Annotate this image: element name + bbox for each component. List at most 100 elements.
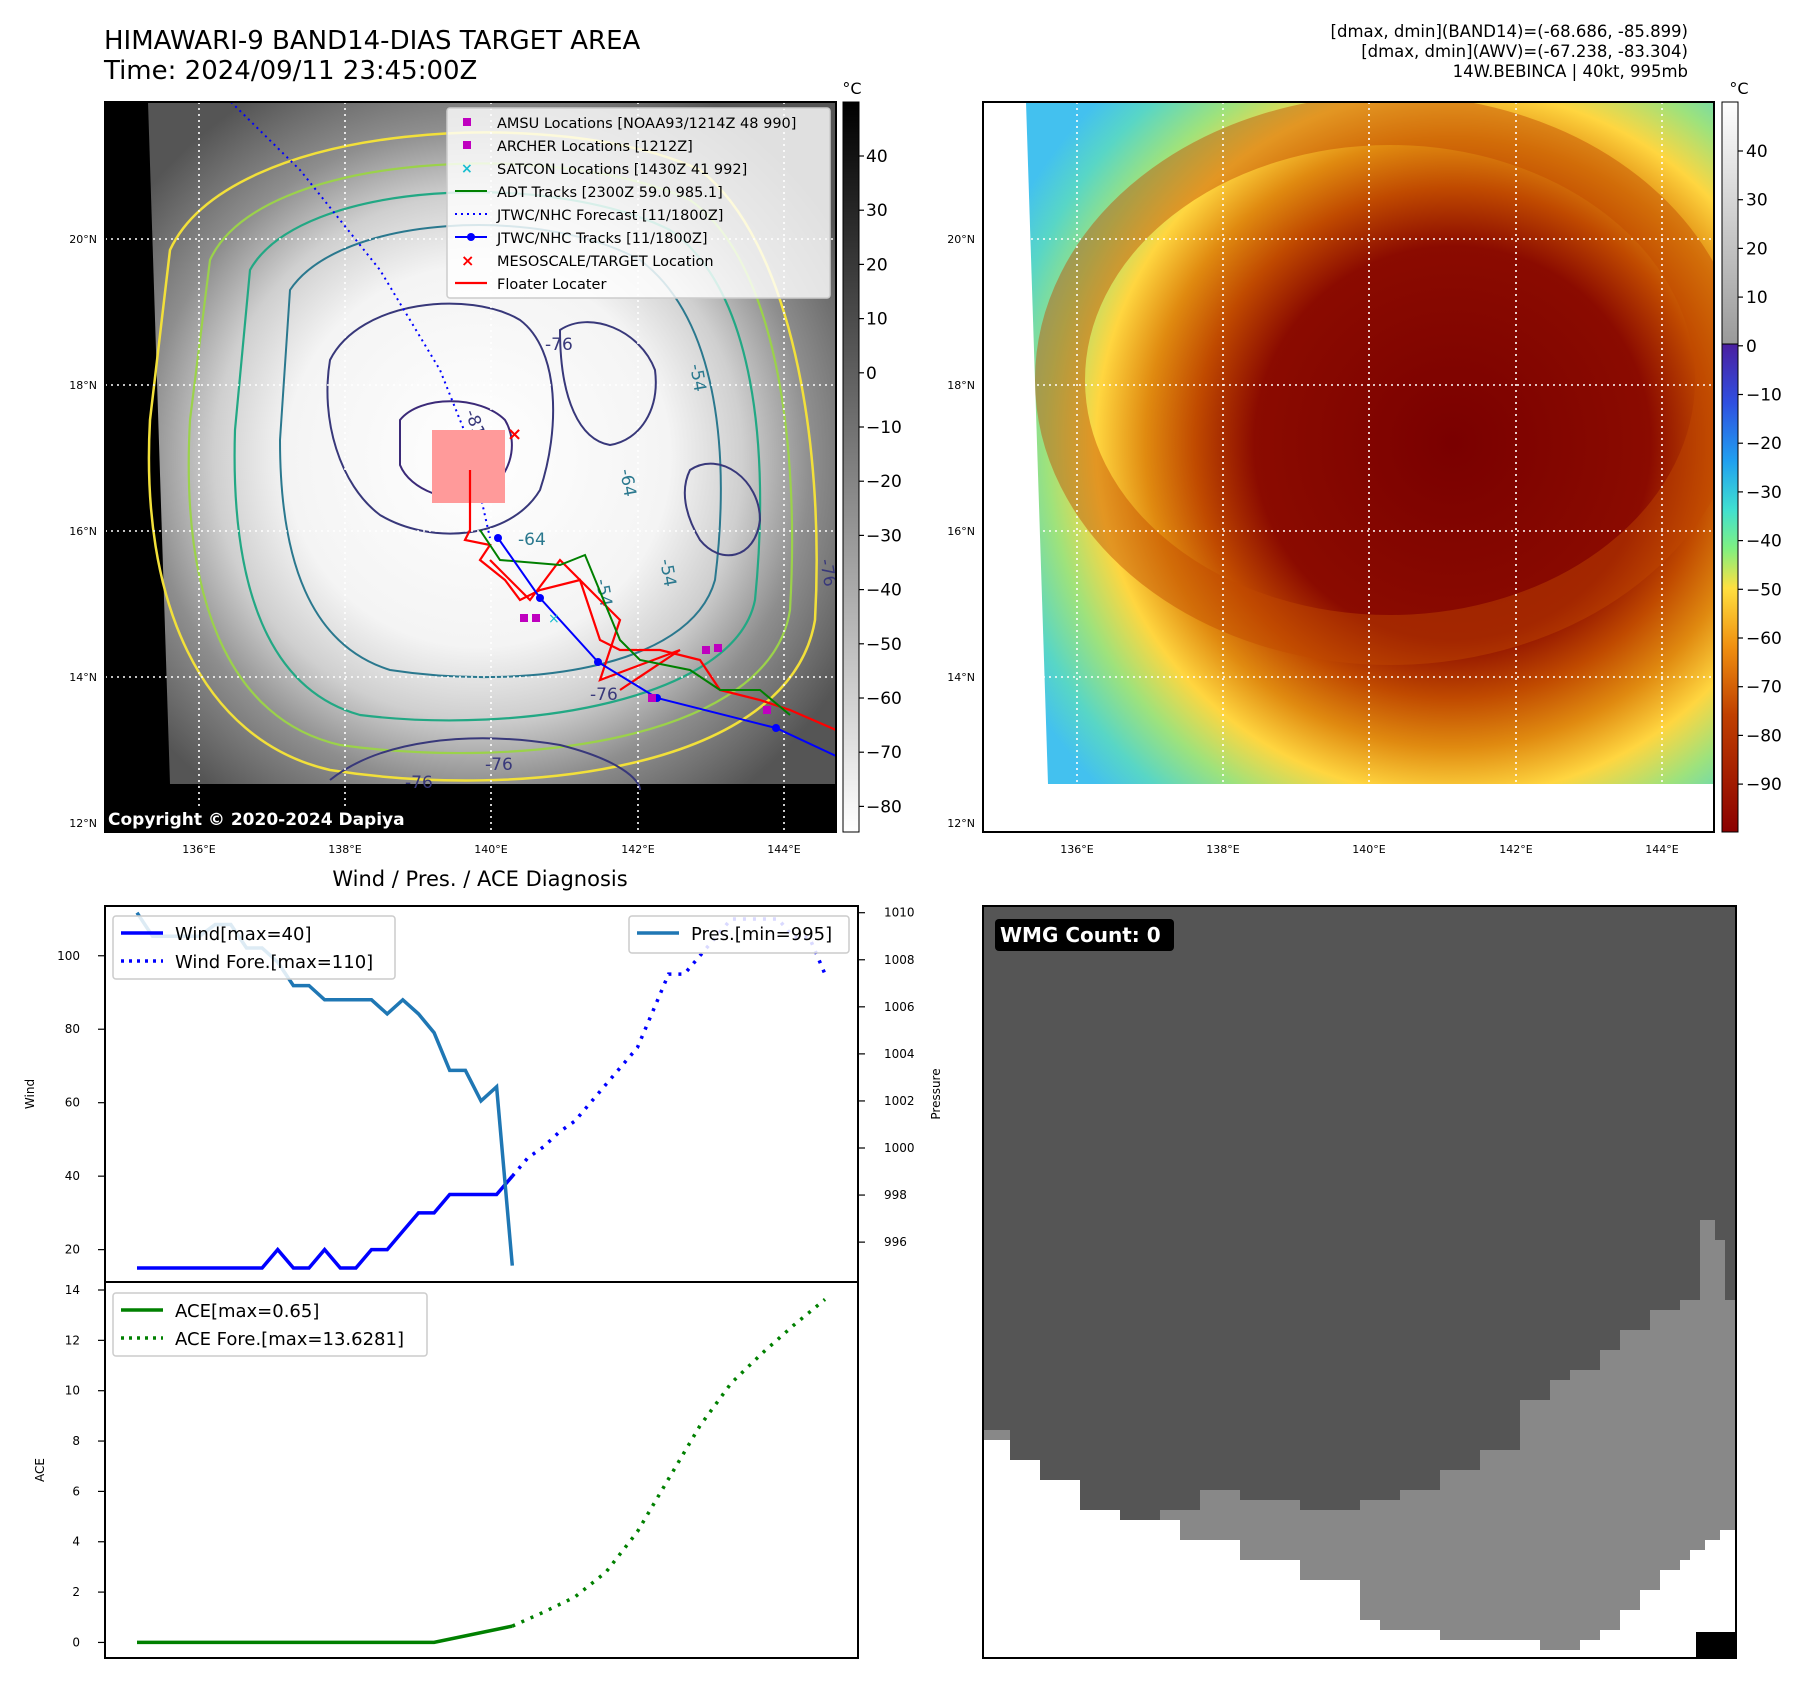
left-colorbar-tick: 30 <box>866 201 888 221</box>
satcon-marker: × <box>548 611 560 627</box>
ace-tick: 12 <box>65 1333 80 1347</box>
lat-label: 14°N <box>69 671 97 684</box>
legend-amsu-icon <box>463 118 471 126</box>
ace-tick: 0 <box>72 1635 80 1649</box>
right-map-ir-image <box>1026 102 1714 784</box>
ace-ylabel: ACE <box>33 1458 47 1482</box>
jtwc-track-point <box>772 724 780 732</box>
lat-label: 14°N <box>947 671 975 684</box>
right-colorbar-bottom <box>1721 343 1739 833</box>
archer-marker <box>702 646 710 654</box>
wind-tick: 40 <box>65 1169 80 1183</box>
right-colorbar-tick: −10 <box>1746 386 1782 406</box>
contour-label: -76 <box>545 335 573 355</box>
right-colorbar-tick: −70 <box>1746 678 1782 698</box>
legend-forecast: JTWC/NHC Forecast [11/1800Z] <box>496 208 723 224</box>
diagnosis-series <box>135 911 827 1645</box>
ace-tick: 14 <box>65 1283 80 1297</box>
pressure-tick: 996 <box>884 1235 907 1249</box>
wmg-count-label: WMG Count: 0 <box>1000 923 1161 947</box>
right-colorbar-tick: −50 <box>1746 580 1782 600</box>
mesoscale-target-box <box>432 430 505 503</box>
lon-label: 136°E <box>1060 843 1093 856</box>
ace-tick: 8 <box>72 1434 80 1448</box>
left-colorbar-tick: −50 <box>866 635 902 655</box>
lon-label: 138°E <box>328 843 361 856</box>
wind-tick: 100 <box>57 949 80 963</box>
right-map-panel: °C 40 30 20 10 0 −10 −20 −30 −40 −50 −60 −70 −80 −90 <box>982 79 1782 833</box>
lat-label: 20°N <box>69 233 97 246</box>
right-map-frame <box>982 101 1715 833</box>
lon-label: 144°E <box>1645 843 1678 856</box>
pressure-tick: 1006 <box>884 1000 915 1014</box>
lat-label: 16°N <box>947 525 975 538</box>
wind-tick: 60 <box>65 1096 80 1110</box>
wmg-panel: WMG Count: 0 <box>982 905 1737 1659</box>
right-colorbar-tick: 40 <box>1746 142 1768 162</box>
wind-ylabel: Wind <box>23 1079 37 1109</box>
lat-label: 20°N <box>947 233 975 246</box>
right-colorbar-tick: 10 <box>1746 288 1768 308</box>
lon-label: 140°E <box>1352 843 1385 856</box>
dmax-dmin-band14: [dmax, dmin](BAND14)=(-68.686, -85.899) <box>1330 22 1688 41</box>
contour-label: -64 <box>615 467 640 498</box>
right-colorbar-tick: −80 <box>1746 726 1782 746</box>
jtwc-track <box>497 537 836 757</box>
contour-indigo-south <box>329 737 641 791</box>
archer-marker <box>763 706 771 714</box>
contour-label: -76 <box>405 773 433 793</box>
lat-label: 18°N <box>69 379 97 392</box>
ace-tick: 10 <box>65 1384 80 1398</box>
lon-label: 142°E <box>1499 843 1532 856</box>
archer-marker <box>714 644 722 652</box>
legend-jtwc-dot-icon <box>467 233 475 241</box>
legend-adt: ADT Tracks [2300Z 59.0 985.1] <box>497 185 723 201</box>
mesoscale-target-marker: × <box>507 424 522 445</box>
ace-tick: 2 <box>72 1585 80 1599</box>
chart-title: HIMAWARI-9 BAND14-DIAS TARGET AREA <box>104 26 641 56</box>
left-colorbar-tick: −20 <box>866 472 902 492</box>
left-colorbar-tick: −10 <box>866 418 902 438</box>
amsu-marker <box>520 614 528 622</box>
right-colorbar-tick: −40 <box>1746 532 1782 552</box>
wind-tick: 20 <box>65 1243 80 1257</box>
lon-label: 144°E <box>767 843 800 856</box>
right-colorbar-tick: −30 <box>1746 483 1782 503</box>
legend-ace: ACE[max=0.65] <box>175 1301 319 1322</box>
contour-label: -76 <box>485 755 513 775</box>
pressure-legend: Pres.[min=995] <box>628 915 850 954</box>
ace-forecast-line <box>511 1298 827 1628</box>
adt-track <box>479 529 791 716</box>
wmg-frame <box>982 905 1737 1659</box>
wind-line <box>137 1175 514 1270</box>
left-colorbar-tick: 40 <box>866 147 888 167</box>
pressure-tick: 1004 <box>884 1047 915 1061</box>
pressure-tick: 1010 <box>884 906 915 920</box>
contour-label: -64 <box>518 530 546 550</box>
legend-ace-fore: ACE Fore.[max=13.6281] <box>175 1329 404 1350</box>
left-colorbar-tick: −80 <box>866 797 902 817</box>
diagnosis-ticks: 1008060402010101008100610041002100099899… <box>57 906 914 1650</box>
wind-forecast-line <box>510 917 827 1178</box>
contour-label: -54 <box>685 362 710 393</box>
left-colorbar-tick: −70 <box>866 743 902 763</box>
ace-tick: 4 <box>72 1535 80 1549</box>
pressure-tick: 998 <box>884 1188 907 1202</box>
contour-indigo-inner <box>326 302 555 535</box>
copyright-box <box>105 806 417 832</box>
contour-label: -76 <box>590 685 618 705</box>
left-colorbar-tick: 0 <box>866 364 877 384</box>
pressure-ylabel: Pressure <box>929 1068 943 1119</box>
lon-label: 138°E <box>1206 843 1239 856</box>
legend-wind: Wind[max=40] <box>175 924 312 945</box>
contour-label: -76 <box>815 557 840 588</box>
copyright-text: Copyright © 2020-2024 Dapiya <box>108 810 405 830</box>
contour-indigo-southeast <box>683 462 762 557</box>
left-colorbar-tick: 20 <box>866 255 888 275</box>
contour-indigo-core <box>399 400 513 500</box>
left-colorbar-unit: °C <box>842 79 861 98</box>
pressure-tick: 1000 <box>884 1141 915 1155</box>
left-map-frame <box>104 101 837 833</box>
dmax-dmin-awv: [dmax, dmin](AWV)=(-67.238, -83.304) <box>1361 42 1688 61</box>
legend-amsu: AMSU Locations [NOAA93/1214Z 48 990] <box>497 116 796 132</box>
